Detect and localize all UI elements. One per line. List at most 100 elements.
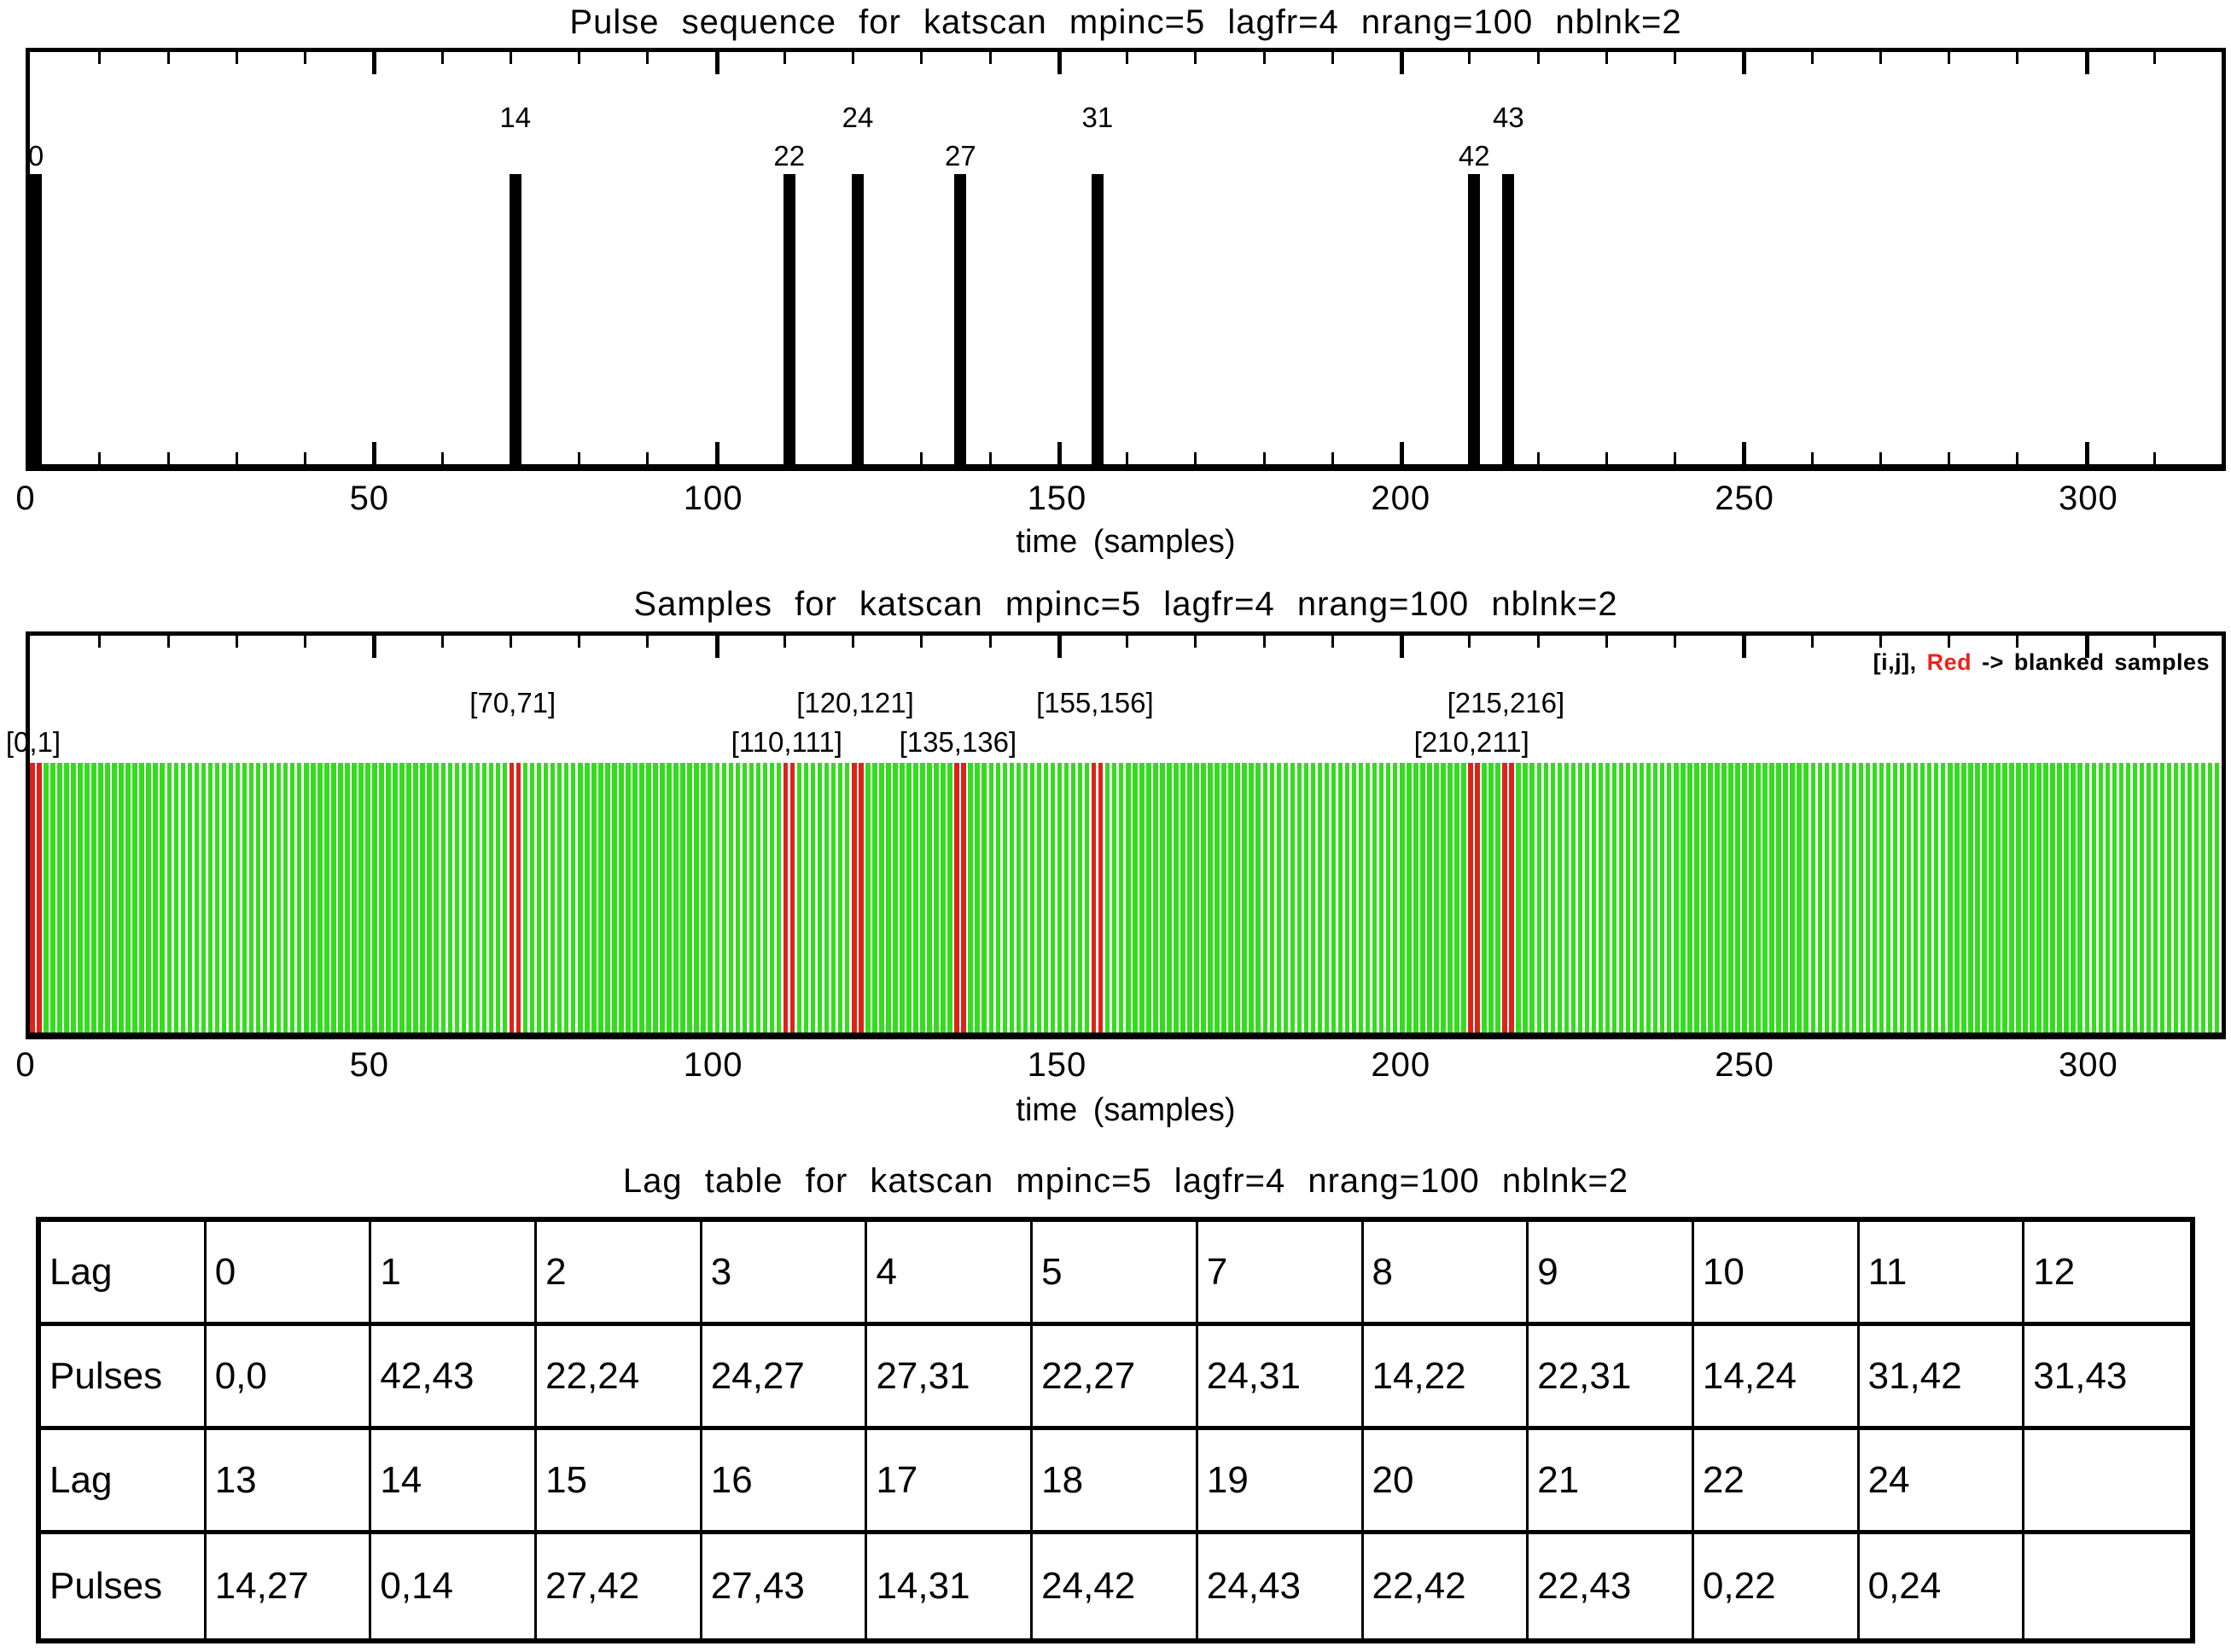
sample-bar: [64, 763, 69, 1032]
sample-bar: [1865, 763, 1871, 1032]
sample-bar: [331, 763, 336, 1032]
sample-bar: [1235, 763, 1240, 1032]
axis-tick: [1262, 52, 1266, 64]
table-cell: 22,43: [1529, 1534, 1694, 1638]
sample-bar: [1262, 763, 1267, 1032]
sample-bar: [146, 763, 151, 1032]
sample-bar: [1577, 763, 1583, 1032]
sample-bar: [1488, 763, 1494, 1032]
sample-bar: [201, 763, 207, 1032]
axis-tick: [372, 52, 377, 74]
sample-bar: [153, 763, 158, 1032]
axis-tick: [304, 452, 306, 464]
axis-tick: [509, 636, 512, 648]
sample-bar: [1385, 763, 1391, 1032]
sample-bar: [2180, 763, 2186, 1032]
sample-bar: [1063, 763, 1069, 1032]
axis-tick: [304, 52, 306, 64]
sample-bar: [1434, 763, 1439, 1032]
sample-bar: [1708, 763, 1713, 1032]
sample-bar: [2132, 763, 2138, 1032]
sample-bar: [673, 763, 679, 1032]
x-tick-label: 0: [15, 1046, 36, 1084]
x-tick-label: 150: [1027, 1046, 1087, 1084]
sample-bar: [98, 763, 103, 1032]
table-cell: 8: [1363, 1222, 1529, 1326]
sample-bar: [1016, 763, 1022, 1032]
table-cell: 5: [1033, 1222, 1198, 1326]
sample-bar: [1632, 763, 1638, 1032]
sample-bar: [1831, 763, 1837, 1032]
x-tick-label: 50: [349, 480, 390, 517]
pulse-number-label: 24: [842, 102, 874, 133]
sample-bar: [1570, 763, 1576, 1032]
axis-tick: [783, 636, 786, 648]
row-header-cell: Pulses: [41, 1534, 207, 1638]
sample-bar: [2002, 763, 2007, 1032]
axis-tick: [2152, 52, 2156, 64]
pulse-bar: [1502, 174, 1515, 464]
legend-red-word: Red: [1926, 649, 1972, 675]
table-cell: 31,43: [2024, 1326, 2190, 1430]
table-cell: 14,24: [1693, 1326, 1860, 1430]
sample-bar: [2091, 763, 2097, 1032]
legend-prefix: [i,j],: [1873, 649, 1927, 675]
sample-bar: [1687, 763, 1692, 1032]
sample-bar: [1324, 763, 1330, 1032]
sample-bar: [1817, 763, 1823, 1032]
axis-tick: [1742, 442, 1747, 464]
x-tick-label: 200: [1371, 1046, 1431, 1084]
row-header-cell: Pulses: [41, 1326, 207, 1430]
sample-bar: [1584, 763, 1590, 1032]
sample-bar: [1611, 763, 1617, 1032]
sample-bar: [2159, 763, 2165, 1032]
table-cell: 14,27: [207, 1534, 372, 1638]
axis-tick: [1742, 52, 1747, 74]
sample-bar: [1872, 763, 1878, 1032]
axis-tick: [1536, 52, 1540, 64]
x-tick-label: 300: [2059, 1046, 2118, 1084]
axis-tick: [2016, 636, 2019, 648]
sample-bar: [728, 763, 734, 1032]
sample-bar: [1310, 763, 1316, 1032]
sample-bar: [1174, 763, 1179, 1032]
sample-bar: [1790, 763, 1795, 1032]
blanked-sample-bar: [1468, 763, 1473, 1032]
sample-bar: [968, 763, 973, 1032]
sample-bar: [1769, 763, 1774, 1032]
sample-bar: [1666, 763, 1672, 1032]
axis-tick: [2016, 452, 2019, 464]
axis-tick: [1331, 52, 1334, 64]
sample-bar: [365, 763, 370, 1032]
sample-bar: [982, 763, 987, 1032]
table-cell: 24: [1859, 1430, 2025, 1534]
blanked-pair-label: [0,1]: [5, 726, 61, 758]
sample-bar: [1885, 763, 1891, 1032]
sample-bar: [1591, 763, 1597, 1032]
axis-tick: [1126, 452, 1128, 464]
axis-tick: [988, 636, 992, 648]
sample-bar: [872, 763, 877, 1032]
sample-bar: [536, 763, 542, 1032]
sample-bar: [1290, 763, 1296, 1032]
axis-tick: [98, 452, 102, 464]
sample-bar: [591, 763, 597, 1032]
sample-bar: [742, 763, 748, 1032]
axis-tick: [2084, 442, 2089, 464]
sample-bar: [1269, 763, 1275, 1032]
sample-bar: [1906, 763, 1912, 1032]
pulse-number-label: 27: [945, 140, 976, 172]
table-cell: 22,27: [1033, 1326, 1198, 1430]
sample-bar: [844, 763, 850, 1032]
table-cell: 15: [537, 1430, 702, 1534]
sample-bar: [1618, 763, 1624, 1032]
sample-bar: [1146, 763, 1151, 1032]
sample-bar: [1317, 763, 1323, 1032]
axis-tick: [920, 452, 923, 464]
sample-bar: [1529, 763, 1535, 1032]
sample-bar: [653, 763, 658, 1032]
table-cell: 12: [2024, 1222, 2190, 1326]
axis-tick: [98, 52, 102, 64]
lag-table-title: Lag table for katscan mpinc=5 lagfr=4 nr…: [622, 1162, 1629, 1200]
sample-bar: [119, 763, 124, 1032]
